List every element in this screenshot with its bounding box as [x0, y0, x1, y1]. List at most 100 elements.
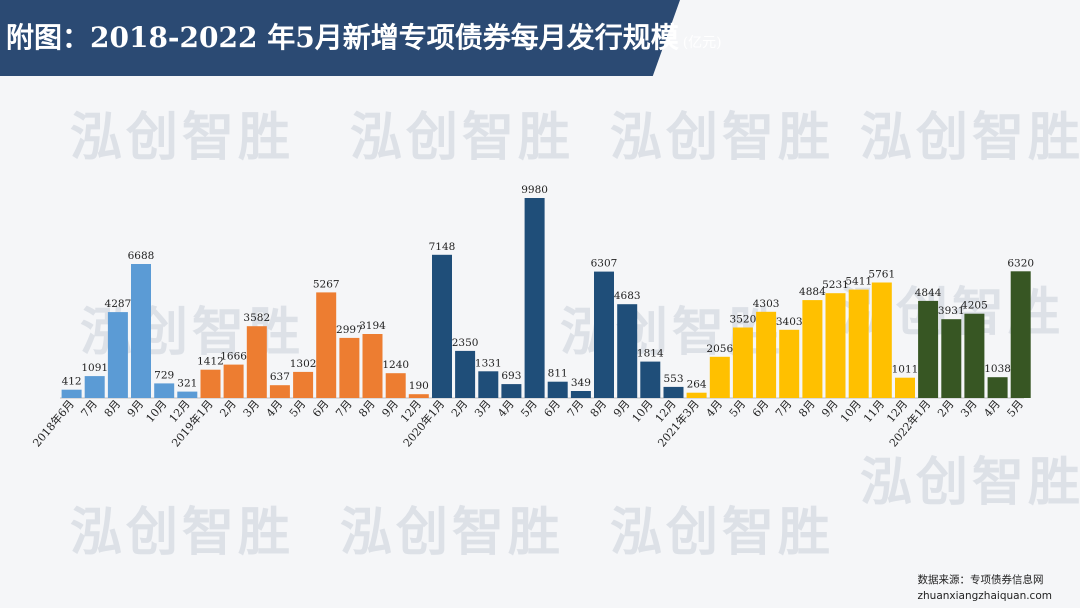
value-label-18: 1331: [475, 357, 502, 369]
x-tick-label-2: 8月: [102, 398, 124, 420]
x-tick-label-11: 6月: [310, 398, 332, 420]
value-label-5: 321: [177, 378, 197, 390]
title-banner: [0, 0, 680, 76]
x-tick-label-0: 2018年6月: [30, 397, 77, 450]
value-label-19: 693: [501, 370, 521, 382]
bar-41: [1010, 271, 1031, 398]
x-tick-label-8: 3月: [241, 398, 263, 420]
x-tick-label-38: 2月: [935, 398, 957, 420]
bar-3: [131, 264, 151, 398]
value-label-21: 811: [548, 368, 568, 380]
bar-15: [408, 394, 429, 398]
bar-30: [756, 311, 777, 398]
x-tick-label-28: 4月: [704, 398, 726, 420]
value-label-37: 4844: [915, 287, 942, 299]
bar-11: [316, 292, 337, 398]
source-text: 数据来源：专项债券信息网: [917, 574, 1044, 586]
value-label-36: 1011: [892, 364, 919, 376]
value-label-2: 4287: [105, 298, 132, 310]
value-label-11: 5267: [313, 278, 340, 290]
bar-24: [617, 304, 638, 398]
x-tick-label-19: 4月: [495, 398, 517, 420]
bar-21: [547, 381, 568, 398]
x-tick-label-22: 7月: [565, 398, 587, 420]
bar-19: [501, 384, 522, 398]
value-label-3: 6688: [128, 250, 155, 262]
bar-20: [524, 198, 545, 398]
bar-1: [84, 376, 105, 398]
value-label-14: 1240: [382, 359, 409, 371]
bar-25: [640, 361, 661, 398]
page-title: 附图：2018-2022 年5月新增专项债券每月发行规模 (亿元): [6, 16, 722, 56]
bar-27: [686, 392, 707, 398]
value-label-30: 4303: [753, 298, 780, 310]
bar-22: [570, 391, 591, 398]
title-text: 附图：2018-2022 年5月新增专项债券每月发行规模: [6, 21, 679, 54]
bar-16: [432, 254, 452, 398]
bar-38: [941, 319, 962, 398]
x-tick-label-17: 2月: [449, 398, 471, 420]
value-label-32: 4884: [799, 286, 826, 298]
value-label-8: 3582: [243, 312, 270, 324]
bar-40: [987, 377, 1008, 398]
value-label-12: 2997: [336, 324, 363, 336]
value-label-28: 2056: [706, 343, 733, 355]
value-label-27: 264: [687, 379, 707, 391]
bar-29: [732, 327, 753, 398]
x-tick-label-23: 8月: [588, 398, 610, 420]
bar-23: [594, 271, 614, 398]
x-tick-label-9: 4月: [264, 398, 286, 420]
value-label-16: 7148: [429, 241, 456, 253]
x-tick-label-40: 4月: [981, 398, 1003, 420]
bar-39: [964, 313, 985, 398]
value-label-13: 3194: [359, 320, 386, 332]
x-tick-label-13: 8月: [356, 398, 378, 420]
value-label-1: 1091: [81, 362, 108, 374]
value-label-39: 4205: [961, 300, 988, 312]
value-label-29: 3520: [730, 314, 757, 326]
value-label-38: 3931: [938, 305, 965, 317]
value-label-15: 190: [409, 380, 429, 392]
bar-0: [61, 389, 82, 398]
source-note: 数据来源：专项债券信息网 zhuanxiangzhaiquan.com: [918, 572, 1053, 604]
source-site: zhuanxiangzhaiquan.com: [917, 590, 1053, 602]
title-unit: (亿元): [682, 35, 722, 51]
value-label-35: 5761: [868, 269, 895, 281]
bar-34: [848, 289, 869, 398]
bar-33: [825, 293, 846, 398]
bar-32: [802, 300, 823, 398]
bar-31: [779, 329, 800, 398]
bar-18: [478, 371, 499, 398]
value-label-6: 1412: [197, 356, 224, 368]
bar-36: [895, 377, 915, 398]
bar-37: [918, 300, 939, 398]
x-tick-label-32: 8月: [796, 398, 818, 420]
value-label-31: 3403: [776, 316, 803, 328]
bar-4: [154, 383, 175, 398]
x-tick-label-1: 7月: [78, 398, 100, 420]
value-label-33: 5231: [822, 279, 849, 291]
bar-26: [663, 386, 684, 398]
x-tick-label-39: 3月: [958, 398, 980, 420]
bar-28: [709, 356, 730, 398]
bar-2: [107, 312, 128, 398]
value-label-9: 637: [270, 371, 290, 383]
x-tick-label-4: 10月: [143, 398, 169, 426]
x-tick-label-12: 7月: [333, 398, 355, 420]
value-label-20: 9980: [521, 184, 548, 196]
bar-9: [269, 385, 290, 398]
value-label-40: 1038: [984, 363, 1011, 375]
bar-7: [223, 364, 244, 398]
bar-5: [177, 391, 198, 398]
value-label-34: 5411: [845, 276, 872, 288]
bar-35: [871, 282, 892, 398]
bar-8: [246, 326, 267, 398]
value-label-23: 6307: [591, 258, 618, 270]
bar-12: [339, 337, 360, 398]
value-label-10: 1302: [290, 358, 317, 370]
value-label-17: 2350: [452, 337, 479, 349]
x-tick-label-25: 10月: [630, 398, 656, 426]
bar-10: [293, 371, 314, 398]
value-label-25: 1814: [637, 348, 664, 360]
